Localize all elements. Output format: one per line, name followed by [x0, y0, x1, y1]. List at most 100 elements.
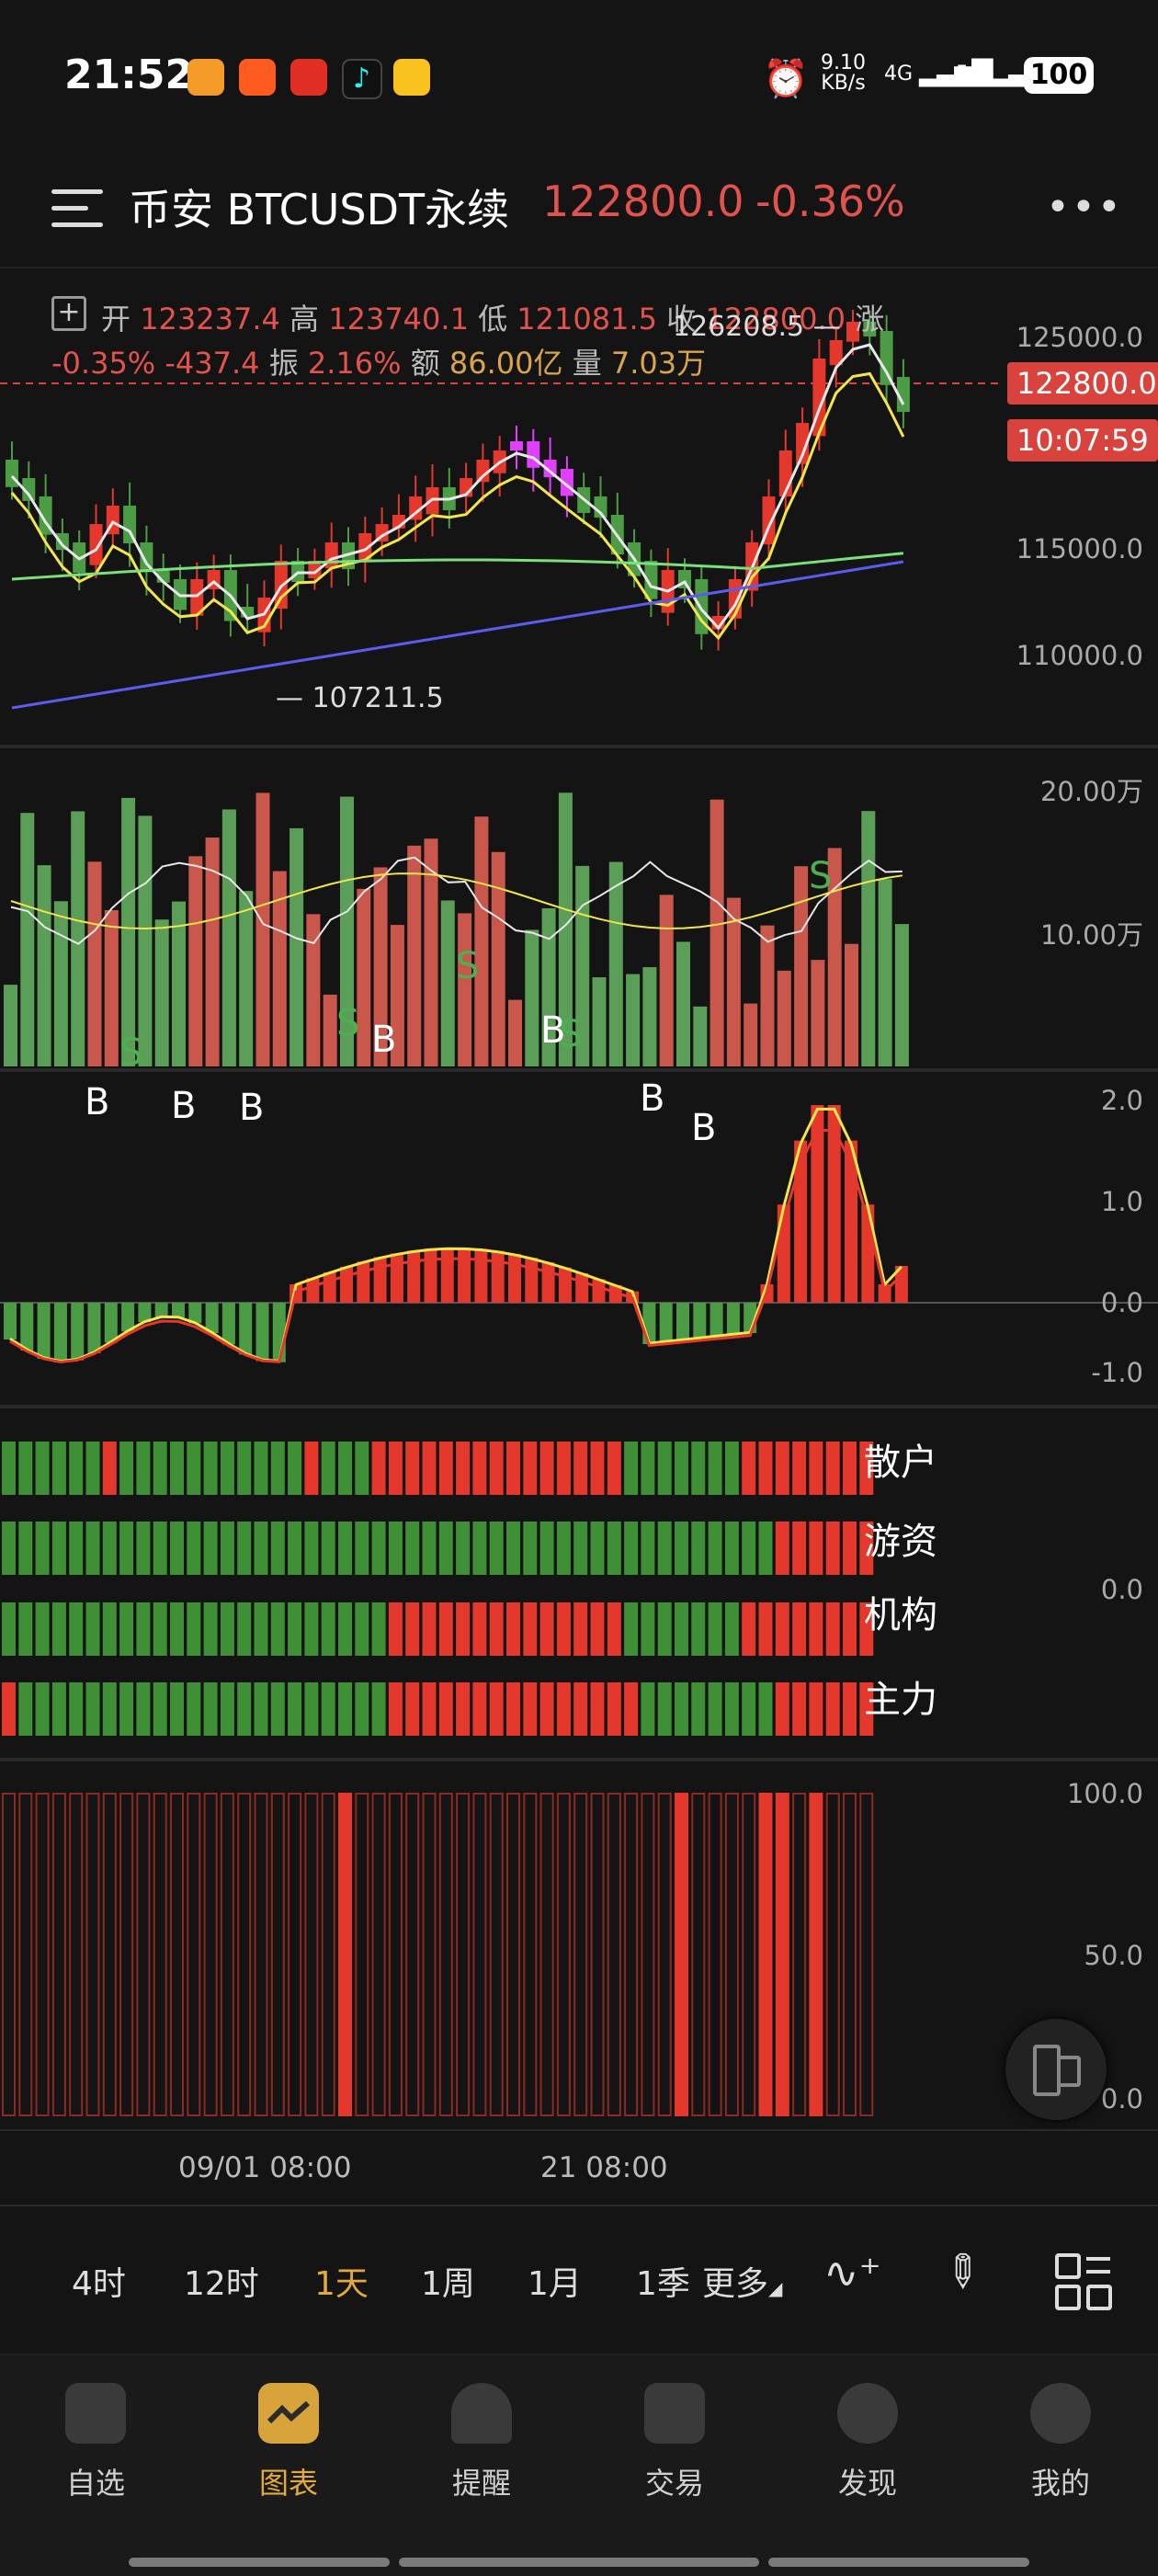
flow-bar: [691, 1602, 706, 1656]
flow-bar: [708, 1682, 722, 1736]
flow-bar: [523, 1522, 538, 1575]
volume-bar: [121, 797, 136, 1066]
layout-grid-icon[interactable]: [1055, 2253, 1112, 2310]
flow-bar: [2, 1682, 16, 1736]
flow-bar: [270, 1442, 285, 1495]
flow-bar: [742, 1442, 756, 1495]
flow-bar: [825, 1682, 840, 1736]
signal-4g-label: 4G: [884, 63, 914, 85]
sell-signal: S: [336, 1002, 360, 1044]
macd-histogram-bar: [87, 1303, 101, 1353]
buy-signal: B: [691, 1107, 717, 1149]
more-options-icon[interactable]: •••: [1046, 184, 1123, 231]
macd-histogram-bar: [845, 1140, 857, 1303]
expand-info-icon[interactable]: +: [51, 296, 86, 331]
strength-bar-outline: [792, 1793, 807, 2116]
period-1q[interactable]: 1季: [636, 2265, 690, 2303]
volume-bar: [710, 799, 724, 1066]
nav-alerts[interactable]: 提醒: [408, 2383, 555, 2502]
volume-bar: [357, 888, 371, 1066]
flow-bar: [523, 1442, 538, 1495]
flow-bar: [556, 1602, 571, 1656]
flow-bar: [590, 1442, 605, 1495]
nav-profile[interactable]: 我的: [987, 2383, 1134, 2502]
strength-bar-outline: [472, 1793, 487, 2116]
indicator-add-icon[interactable]: ∿⁺: [823, 2248, 881, 2297]
strength-bar-outline: [119, 1793, 134, 2116]
macd-histogram-bar: [221, 1303, 235, 1345]
flow-bar: [371, 1522, 386, 1575]
flow-bar: [85, 1522, 100, 1575]
nav-chart[interactable]: 图表: [215, 2383, 362, 2502]
flow-bar: [355, 1522, 369, 1575]
chart-canvas[interactable]: [0, 267, 1158, 2160]
flow-bar: [187, 1522, 201, 1575]
flow-bar: [51, 1522, 66, 1575]
menu-icon[interactable]: [51, 186, 105, 232]
volume-bar: [777, 970, 791, 1066]
flow-bar: [388, 1682, 403, 1736]
volume-bar: [188, 856, 203, 1066]
landscape-toggle-button[interactable]: [1005, 2019, 1107, 2120]
macd-histogram-bar: [659, 1303, 673, 1342]
flow-bar: [775, 1682, 789, 1736]
strength-bar-outline: [51, 1793, 66, 2116]
flow-bar: [742, 1522, 756, 1575]
date-label: 09/01 08:00: [178, 2151, 352, 2184]
flow-bar: [270, 1522, 285, 1575]
period-1m[interactable]: 1月: [528, 2265, 582, 2303]
flow-bar: [153, 1682, 167, 1736]
flow-bar: [624, 1442, 639, 1495]
volume-axis-label: 20.00万: [1039, 776, 1143, 807]
period-1d[interactable]: 1天: [314, 2265, 369, 2303]
nav-watchlist[interactable]: 自选: [22, 2383, 169, 2502]
flow-bar: [69, 1602, 84, 1656]
flow-bar: [691, 1442, 706, 1495]
flow-bar: [742, 1682, 756, 1736]
volume-bar: [239, 891, 254, 1066]
price-axis-label: 115000.0: [1016, 533, 1143, 564]
macd-histogram-bar: [306, 1278, 320, 1303]
status-bar: 21:52 ♪ ⏰ 9.10 KB/s 4G ▂▃▅▇ 5G ▂▃▅▇ 100: [0, 0, 1158, 156]
flow-bar: [405, 1682, 420, 1736]
symbol-title[interactable]: 币安 BTCUSDT永续: [129, 185, 510, 234]
flow-bar: [624, 1522, 639, 1575]
flow-label-retail: 散户: [864, 1442, 937, 1484]
flow-bar: [573, 1522, 588, 1575]
flow-bar: [35, 1682, 50, 1736]
nav-label: 图表: [258, 2466, 318, 2501]
flow-bar: [775, 1442, 789, 1495]
macd-histogram-bar: [357, 1261, 370, 1303]
flow-bar: [2, 1522, 16, 1575]
flow-bar: [758, 1522, 773, 1575]
nav-trade[interactable]: 交易: [601, 2383, 748, 2502]
flow-bar: [641, 1442, 655, 1495]
flow-bar: [573, 1442, 588, 1495]
flow-bar: [809, 1682, 823, 1736]
macd-histogram-bar: [71, 1303, 85, 1361]
strength-bar-full: [338, 1793, 352, 2116]
candle-body: [644, 561, 658, 599]
video-app-icon: [187, 59, 224, 96]
strength-bar-outline: [102, 1793, 117, 2116]
volume-bar: [676, 941, 690, 1066]
period-1w[interactable]: 1周: [421, 2265, 475, 2303]
flow-bar: [355, 1682, 369, 1736]
flow-bar: [825, 1442, 840, 1495]
draw-pencil-icon[interactable]: ✎: [930, 2240, 993, 2304]
flow-bar: [624, 1682, 639, 1736]
flow-bar: [758, 1682, 773, 1736]
flow-bar: [573, 1682, 588, 1736]
ma-line-blue: [11, 560, 904, 710]
price-axis-label: 125000.0: [1016, 322, 1143, 353]
period-12h[interactable]: 12时: [184, 2265, 259, 2303]
net-speed: 9.10 KB/s: [821, 53, 866, 94]
period-4h[interactable]: 4时: [72, 2265, 126, 2303]
period-more[interactable]: 更多◢: [702, 2257, 782, 2305]
flow-bar: [2, 1442, 16, 1495]
flow-label-institution: 机构: [864, 1594, 937, 1636]
flow-bar: [51, 1442, 66, 1495]
strength-bar-outline: [825, 1793, 840, 2116]
nav-discover[interactable]: 发现: [794, 2383, 941, 2502]
candle-body: [594, 496, 607, 519]
